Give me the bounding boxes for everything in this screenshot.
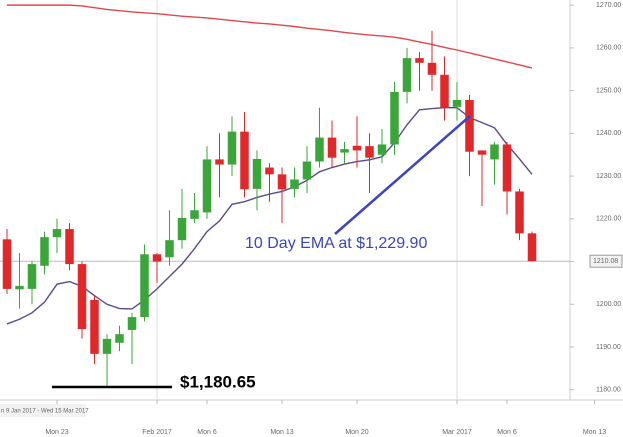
y-tick-label: 1260.00 [596, 45, 621, 52]
y-tick-label: 1180.00 [596, 387, 621, 394]
x-tick-label: Feb 2017 [142, 429, 172, 436]
annotation-arrow [334, 115, 471, 235]
date-range-box [0, 404, 86, 417]
candle-body [190, 210, 199, 219]
candle-body [90, 300, 99, 354]
candle-body [340, 149, 349, 153]
candle-body [202, 159, 212, 213]
y-tick-label: 1240.00 [596, 130, 621, 137]
candle-body [152, 254, 162, 262]
candle-body [240, 131, 249, 190]
date-range: n 9 Jan 2017 - Wed 15 Mar 2017 [1, 409, 89, 415]
x-tick-label: Mon 23 [45, 429, 68, 436]
last-price-label: 1210.08 [593, 258, 618, 265]
x-tick-label: Mon 13 [270, 429, 293, 436]
x-tick-label: Mon 6 [197, 429, 217, 436]
y-tick-label: 1190.00 [596, 344, 621, 351]
candle-body [390, 91, 399, 145]
candle-body [52, 229, 62, 238]
last-price-box [589, 254, 623, 268]
candle-body [415, 58, 424, 63]
candle-body [65, 229, 74, 265]
x-tick-label: Mon 6 [497, 429, 517, 436]
candle-body [102, 338, 112, 354]
ema-line [7, 4, 533, 69]
candle-body [277, 174, 287, 190]
candle-body [290, 179, 299, 189]
candle-body [427, 62, 437, 75]
y-tick-label: 1250.00 [596, 87, 621, 94]
candle-body [227, 131, 237, 165]
candle-body [515, 191, 524, 234]
candle-body [265, 167, 274, 175]
annotation-text: 10 Day EMA at $1,229.90 [245, 235, 427, 252]
y-tick-label: 1270.00 [596, 2, 621, 9]
x-tick-label: Mon 13 [583, 429, 606, 436]
candle-body [77, 264, 87, 330]
candle-body [215, 159, 224, 165]
candle-body [465, 100, 474, 152]
candle-body [27, 264, 37, 289]
y-tick-label: 1230.00 [596, 173, 621, 180]
candle-body [452, 100, 462, 107]
candle-body [477, 150, 487, 155]
x-tick-label: Mon 20 [345, 429, 368, 436]
candle-body [40, 237, 49, 266]
grid [0, 0, 570, 400]
annotations: 10 Day EMA at $1,229.90 $1,180.65 [52, 115, 471, 391]
annotation-text: $1,180.65 [180, 372, 256, 391]
candle-body [302, 161, 312, 180]
candle-body [315, 137, 324, 162]
candle-body [165, 240, 174, 258]
candle-body [115, 334, 124, 343]
candle-body [377, 144, 387, 155]
candle-body [327, 137, 337, 158]
candle-body [2, 239, 12, 289]
candles [2, 30, 537, 388]
candle-body [365, 146, 374, 158]
y-tick-label: 1200.00 [596, 301, 621, 308]
candle-body [352, 145, 362, 151]
candle-body [402, 58, 412, 92]
candle-body [15, 285, 24, 290]
candle-body [440, 74, 449, 108]
candle-body [140, 254, 149, 318]
candle-body [252, 158, 262, 189]
candle-body [490, 144, 499, 160]
candle-body [502, 144, 512, 192]
candle-body [127, 317, 137, 330]
candle-body [177, 217, 187, 241]
candle-body [527, 233, 537, 262]
x-tick-label: Mar 2017 [442, 429, 472, 436]
y-tick-label: 1220.00 [596, 216, 621, 223]
